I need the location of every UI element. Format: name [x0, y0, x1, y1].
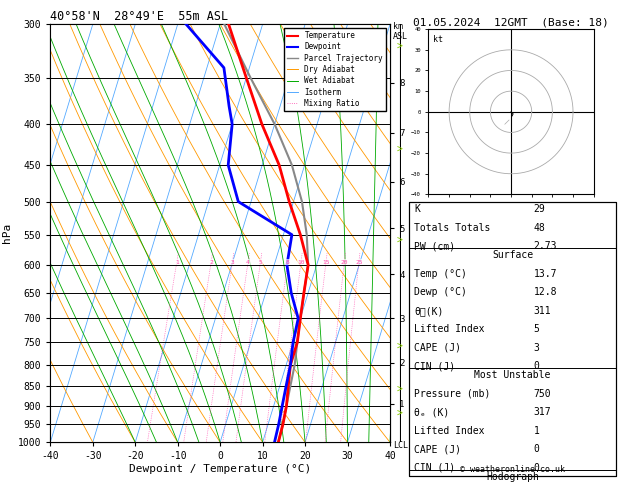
Text: 25: 25: [355, 260, 363, 264]
Text: PW (cm): PW (cm): [414, 241, 455, 251]
Text: Lifted Index: Lifted Index: [414, 324, 484, 334]
Y-axis label: hPa: hPa: [3, 223, 12, 243]
Text: 0: 0: [533, 361, 539, 371]
Text: >: >: [397, 42, 403, 52]
Text: >: >: [397, 385, 403, 395]
Text: θᴀ(K): θᴀ(K): [414, 306, 443, 316]
Text: km
ASL: km ASL: [393, 22, 408, 41]
Text: © weatheronline.co.uk: © weatheronline.co.uk: [460, 465, 565, 474]
Text: 8: 8: [286, 260, 289, 264]
Text: 0: 0: [533, 463, 539, 473]
Text: 3: 3: [533, 343, 539, 353]
Text: 311: 311: [533, 306, 551, 316]
Text: Lifted Index: Lifted Index: [414, 426, 484, 436]
Text: θₑ (K): θₑ (K): [414, 407, 449, 417]
Text: 12.8: 12.8: [533, 287, 557, 297]
Text: CAPE (J): CAPE (J): [414, 343, 461, 353]
Text: >: >: [397, 342, 403, 352]
Text: 3: 3: [230, 260, 234, 264]
Text: 29: 29: [533, 204, 545, 214]
Text: LCL: LCL: [393, 441, 408, 450]
Text: 20: 20: [340, 260, 348, 264]
Text: 5: 5: [533, 324, 539, 334]
Text: 317: 317: [533, 407, 551, 417]
Text: 15: 15: [322, 260, 330, 264]
Text: >: >: [397, 408, 403, 418]
Text: Hodograph: Hodograph: [486, 472, 539, 482]
Text: >: >: [397, 236, 403, 246]
Text: 1: 1: [533, 426, 539, 436]
Text: Pressure (mb): Pressure (mb): [414, 389, 490, 399]
Text: 0: 0: [533, 444, 539, 454]
Text: Most Unstable: Most Unstable: [474, 370, 551, 381]
Text: CIN (J): CIN (J): [414, 361, 455, 371]
Text: 750: 750: [533, 389, 551, 399]
Text: 1: 1: [175, 260, 179, 264]
Text: 01.05.2024  12GMT  (Base: 18): 01.05.2024 12GMT (Base: 18): [413, 17, 609, 27]
Text: CAPE (J): CAPE (J): [414, 444, 461, 454]
Text: CIN (J): CIN (J): [414, 463, 455, 473]
Text: 40°58'N  28°49'E  55m ASL: 40°58'N 28°49'E 55m ASL: [50, 10, 228, 23]
Text: >: >: [397, 144, 403, 154]
Text: 48: 48: [533, 223, 545, 233]
Text: 5: 5: [259, 260, 262, 264]
Text: 2: 2: [209, 260, 213, 264]
Text: 2.73: 2.73: [533, 241, 557, 251]
Text: 4: 4: [246, 260, 250, 264]
Text: K: K: [414, 204, 420, 214]
Text: 13.7: 13.7: [533, 269, 557, 279]
Text: Dewp (°C): Dewp (°C): [414, 287, 467, 297]
Legend: Temperature, Dewpoint, Parcel Trajectory, Dry Adiabat, Wet Adiabat, Isotherm, Mi: Temperature, Dewpoint, Parcel Trajectory…: [284, 28, 386, 111]
Text: Temp (°C): Temp (°C): [414, 269, 467, 279]
Text: 10: 10: [298, 260, 304, 264]
X-axis label: Dewpoint / Temperature (°C): Dewpoint / Temperature (°C): [129, 464, 311, 474]
Text: Totals Totals: Totals Totals: [414, 223, 490, 233]
Text: Surface: Surface: [492, 250, 533, 260]
Text: kt: kt: [433, 35, 443, 44]
